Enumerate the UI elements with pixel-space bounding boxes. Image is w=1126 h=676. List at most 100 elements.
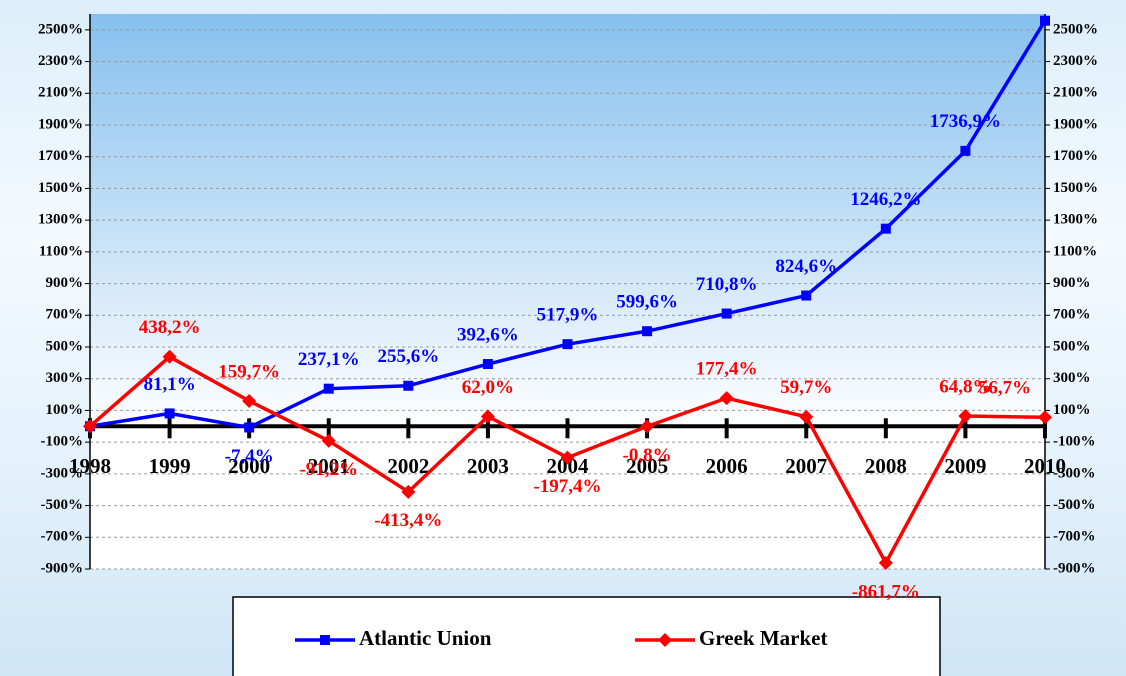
- x-tick-label: 1999: [149, 454, 191, 478]
- y-tick-label: 1100%: [39, 243, 83, 259]
- x-tick-label: 2006: [706, 454, 748, 478]
- data-point: [244, 422, 255, 433]
- data-label: -197,4%: [533, 476, 601, 497]
- data-label: 56,7%: [979, 378, 1031, 399]
- y-tick-label: 2300%: [38, 53, 83, 69]
- data-point: [562, 339, 573, 350]
- data-label: 710,8%: [696, 274, 758, 295]
- data-point: [401, 484, 416, 499]
- y-tick-label: 1300%: [38, 212, 83, 228]
- y2-tick-label: 700%: [1053, 307, 1091, 323]
- data-point: [640, 419, 655, 434]
- data-label: 64,8%: [939, 376, 991, 397]
- data-point: [1038, 410, 1052, 425]
- data-point: [721, 308, 732, 319]
- y2-tick-label: 1300%: [1053, 212, 1098, 228]
- data-label: 255,6%: [377, 346, 439, 367]
- y2-tick-label: -700%: [1053, 529, 1096, 545]
- y2-tick-label: 900%: [1053, 275, 1091, 291]
- x-tick-label: 2009: [944, 454, 986, 478]
- data-point: [403, 380, 414, 391]
- y2-tick-label: 1900%: [1053, 116, 1098, 132]
- data-label: 517,9%: [537, 305, 599, 326]
- data-label: 438,2%: [139, 317, 201, 338]
- x-tick-label: 1998: [69, 454, 111, 478]
- data-point: [799, 409, 814, 424]
- data-point: [878, 555, 893, 570]
- data-label: -7,4%: [225, 446, 274, 467]
- plot-area: [90, 14, 1045, 569]
- data-point: [880, 223, 891, 234]
- data-point: [321, 433, 336, 448]
- y2-tick-label: 500%: [1053, 338, 1091, 354]
- data-point: [719, 391, 734, 406]
- y2-tick-label: -900%: [1053, 560, 1096, 576]
- x-tick-label: 2002: [387, 454, 429, 478]
- data-label: 824,6%: [775, 256, 837, 277]
- legend-label: Greek Market: [699, 626, 827, 650]
- data-point: [83, 419, 97, 434]
- data-label: -413,4%: [374, 510, 442, 531]
- y-tick-label: 1700%: [38, 148, 83, 164]
- y-tick-label: 300%: [46, 370, 84, 386]
- y-tick-label: -300%: [41, 465, 84, 481]
- data-point: [642, 326, 653, 337]
- data-point: [958, 409, 973, 424]
- y2-tick-label: 2100%: [1053, 85, 1098, 101]
- y2-tick-label: 2500%: [1053, 21, 1098, 37]
- x-tick-label: 2003: [467, 454, 509, 478]
- data-label: 599,6%: [616, 292, 678, 313]
- y-tick-label: 700%: [46, 307, 84, 323]
- y-tick-label: 900%: [46, 275, 84, 291]
- y-tick-label: -900%: [41, 560, 84, 576]
- x-tick-label: 2010: [1024, 454, 1066, 478]
- data-point: [480, 409, 495, 424]
- y2-tick-label: 1700%: [1053, 148, 1098, 164]
- data-label: 59,7%: [780, 377, 832, 398]
- data-point: [960, 145, 971, 156]
- y-tick-label: 500%: [46, 338, 84, 354]
- data-label: 237,1%: [298, 349, 360, 370]
- data-label: 1736,9%: [930, 111, 1001, 132]
- data-point: [560, 450, 575, 465]
- y-tick-label: 2100%: [38, 85, 83, 101]
- data-label: 159,7%: [218, 361, 280, 382]
- data-label: 62,0%: [462, 377, 514, 398]
- data-point: [164, 408, 175, 419]
- x-tick-label: 2000: [228, 454, 270, 478]
- x-tick-label: 2005: [626, 454, 668, 478]
- data-label: -861,7%: [852, 581, 920, 602]
- y2-tick-label: -300%: [1053, 465, 1096, 481]
- y2-tick-label: 2300%: [1053, 53, 1098, 69]
- data-point: [162, 349, 177, 364]
- y2-tick-label: 100%: [1053, 402, 1091, 418]
- legend-label: Atlantic Union: [359, 626, 492, 650]
- y2-tick-label: -500%: [1053, 497, 1096, 513]
- y2-tick-label: 1100%: [1053, 243, 1097, 259]
- data-point: [482, 359, 493, 370]
- y-tick-label: 1900%: [38, 116, 83, 132]
- x-tick-label: 2001: [308, 454, 350, 478]
- y-tick-label: 100%: [46, 402, 84, 418]
- data-point: [801, 290, 812, 301]
- legend-box: [232, 596, 941, 676]
- x-tick-label: 2007: [785, 454, 827, 478]
- legend-marker: [658, 633, 672, 647]
- y2-tick-label: 1500%: [1053, 180, 1098, 196]
- y-tick-label: 1500%: [38, 180, 83, 196]
- data-label: 1246,2%: [850, 189, 921, 210]
- y-tick-label: 2500%: [38, 21, 83, 37]
- legend-marker: [320, 635, 330, 645]
- y2-tick-label: -100%: [1053, 434, 1096, 450]
- y-tick-label: -700%: [41, 529, 84, 545]
- data-label: 2557,7%: [969, 0, 1040, 2]
- y-tick-label: -500%: [41, 497, 84, 513]
- x-tick-label: 2008: [865, 454, 907, 478]
- data-label: -0,8%: [623, 445, 672, 466]
- data-label: -91,2%: [299, 459, 358, 480]
- data-label: 81,1%: [143, 374, 195, 395]
- y-tick-label: -100%: [41, 434, 84, 450]
- data-point: [242, 393, 257, 408]
